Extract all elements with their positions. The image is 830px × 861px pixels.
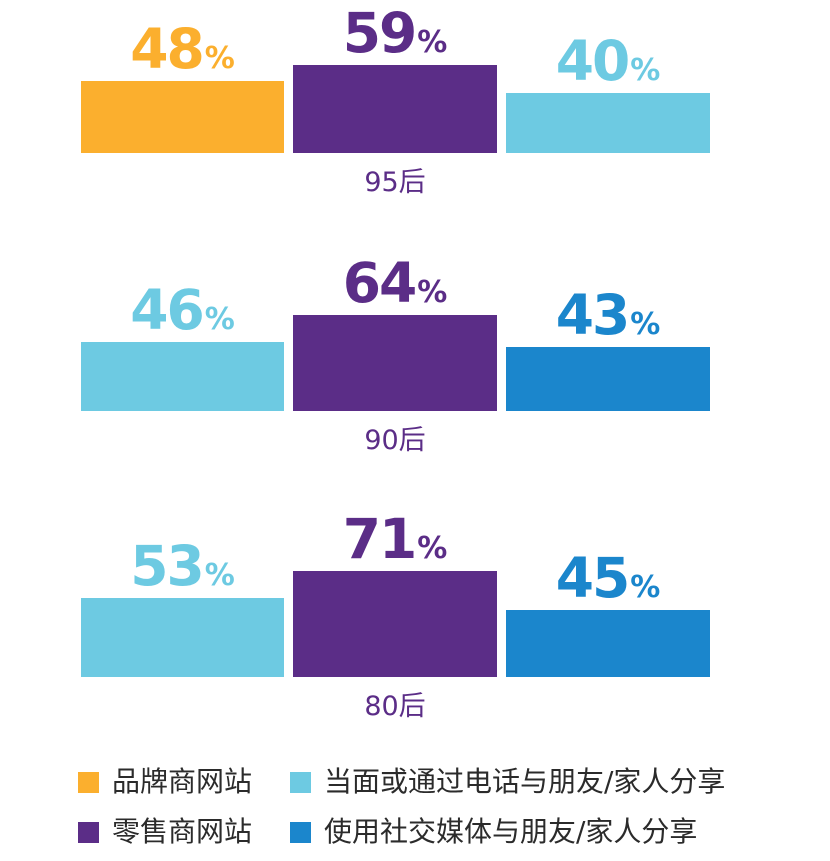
bar-value-label: 53% [81,538,284,594]
bar-value-label: 48% [81,22,284,77]
bar [293,64,497,153]
percent-sign: % [204,302,235,337]
bar-value: 40 [555,29,631,93]
bar-value-label: 64% [293,256,497,311]
bar-value: 45 [555,545,631,610]
bar [506,93,710,153]
legend-item-share-via-social-media: 使用社交媒体与朋友/家人分享 [290,815,698,848]
legend-item-retailer-website: 零售商网站 [78,815,253,848]
bar [293,315,497,411]
legend-label: 品牌商网站 [112,765,253,798]
bar-value-label: 59% [293,5,497,61]
percent-sign: % [417,24,448,60]
bar-value: 71 [342,506,418,571]
bar [293,570,497,677]
percent-sign: % [417,530,448,566]
percent-sign: % [204,41,235,76]
bar [81,81,284,153]
legend-swatch-blue [290,821,311,843]
bar [81,597,284,677]
bar [506,346,710,411]
legend-label: 当面或通过电话与朋友/家人分享 [324,765,726,798]
legend-label: 使用社交媒体与朋友/家人分享 [324,815,698,848]
percent-sign: % [630,53,661,88]
legend-label: 零售商网站 [112,815,253,848]
legend-swatch-purple [78,821,99,843]
bar [81,342,284,411]
bar-value-label: 46% [81,283,284,338]
bar-value-label: 43% [506,287,710,343]
bar-value-label: 71% [293,511,497,567]
legend-item-brand-website: 品牌商网站 [78,765,253,798]
legend-item-share-in-person-or-phone: 当面或通过电话与朋友/家人分享 [290,765,726,798]
bar-value: 53 [130,533,205,598]
legend-swatch-orange [78,771,99,793]
group-label-80hou: 80后 [364,691,426,722]
bar-value-label: 45% [506,550,710,606]
bar-value: 46 [130,278,205,342]
bar [506,609,710,677]
percent-sign: % [630,569,661,605]
bar-value: 48 [130,17,205,81]
group-label-90hou: 90后 [364,425,426,456]
bar-value: 43 [555,282,631,347]
legend-swatch-light-blue [290,771,311,793]
bar-value: 64 [342,251,418,315]
percent-sign: % [417,275,448,310]
percent-sign: % [630,306,661,342]
percent-sign: % [204,557,235,593]
bar-value-label: 40% [506,34,710,89]
group-label-95hou: 95后 [364,167,426,198]
bar-value: 59 [342,0,418,65]
